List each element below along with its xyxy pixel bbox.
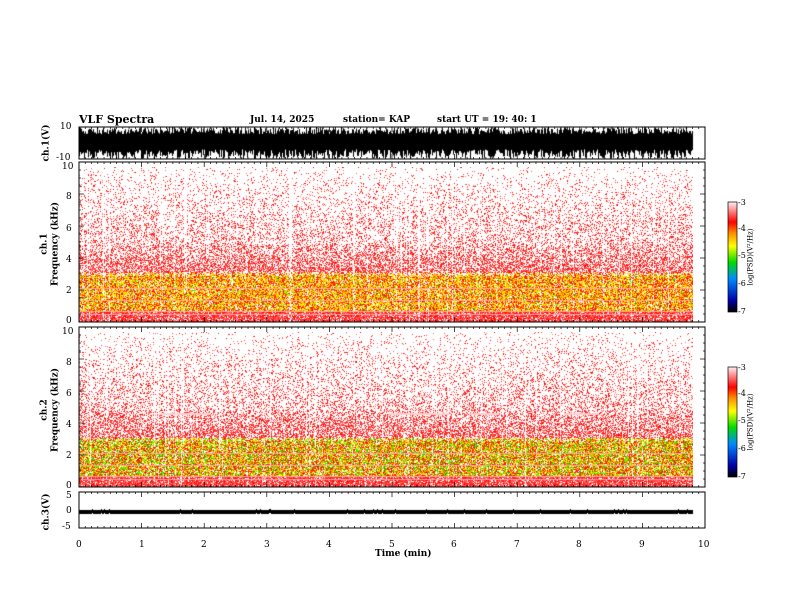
cb1-tick-m6: -6 [738,279,746,288]
x-tick-6: 6 [451,540,457,550]
cb2-tick-m7: -7 [738,472,746,481]
date-label: Jul. 14, 2025 [250,115,315,125]
ch1-spectrogram-panel [79,167,693,322]
cb1-tick-m3: -3 [738,198,746,207]
ch3-waveform-panel [79,496,705,528]
cb1-tick-m4: -4 [738,224,746,233]
colorbar-2 [728,367,737,477]
sp1-tick-2: 2 [66,286,72,296]
x-tick-2: 2 [201,540,207,550]
colorbar-1-frame [727,201,738,313]
sp1-tick-8: 8 [66,192,72,202]
cb2-tick-m5: -5 [738,416,746,425]
start-time-label: start UT = 19: 40: 1 [437,115,537,125]
sp2-ylabel: Frequency (kHz) [50,367,61,453]
ch2-spectrogram-panel [79,332,693,487]
sp1-ylabel: Frequency (kHz) [50,201,61,287]
x-tick-1: 1 [139,540,145,550]
sp1-tick-10: 10 [62,162,74,172]
cb2-tick-m4: -4 [738,389,746,398]
sp2-tick-6: 6 [66,389,72,399]
wf1-ylabel: ch.1(V) [41,124,52,162]
wf3-frame [78,491,706,529]
sp1-tick-0: 0 [66,316,72,326]
cb1-tick-m7: -7 [738,307,746,316]
cb1-tick-m5: -5 [738,251,746,260]
cb1-label: log(PSD)(V²/Hz) [746,228,755,286]
ch1-waveform-panel [79,127,705,159]
colorbar-1 [728,202,737,312]
x-tick-5: 5 [389,540,395,550]
sp1-channel-label: ch.1 [39,233,50,255]
sp2-tick-0: 0 [66,481,72,491]
cb2-tick-m3: -3 [738,363,746,372]
x-tick-0: 0 [76,540,82,550]
wf1-tick-top: 10 [60,122,72,132]
sp2-tick-10: 10 [62,327,74,337]
sp1-frame [78,161,706,323]
x-tick-10: 10 [698,540,710,550]
x-tick-9: 9 [639,540,645,550]
sp2-tick-4: 4 [66,420,72,430]
cb2-label: log(PSD)(V²/Hz) [746,393,755,451]
wf3-ylabel: ch.3(V) [41,493,52,531]
x-tick-3: 3 [264,540,270,550]
sp2-tick-2: 2 [66,451,72,461]
sp2-frame [78,326,706,488]
sp1-tick-6: 6 [66,224,72,234]
colorbar-2-frame [727,366,738,478]
wf1-tick-bottom: -10 [56,153,71,163]
x-axis-label: Time (min) [375,549,432,559]
x-tick-8: 8 [576,540,582,550]
sp2-tick-8: 8 [66,358,72,368]
station-label: station= KAP [343,115,411,125]
wf3-tick-top: 5 [66,491,72,501]
chart-title: VLF Spectra [79,113,155,126]
sp2-channel-label: ch.2 [39,399,50,421]
x-tick-4: 4 [326,540,332,550]
x-tick-7: 7 [514,540,520,550]
wf3-tick-mid: 0 [66,506,72,516]
sp1-tick-4: 4 [66,255,72,265]
cb2-tick-m6: -6 [738,444,746,453]
wf3-tick-bottom: -5 [62,522,71,532]
